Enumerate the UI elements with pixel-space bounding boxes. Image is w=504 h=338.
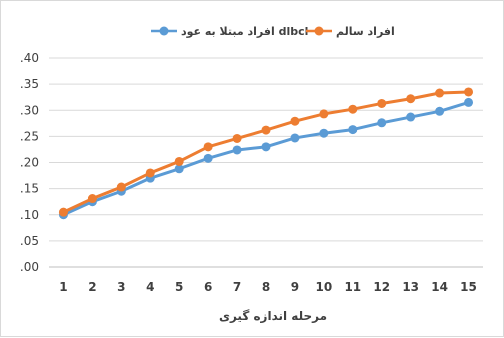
- x-tick-label: 9: [291, 280, 299, 294]
- data-point: [348, 104, 358, 114]
- series-1: [58, 87, 474, 217]
- x-tick-label: 7: [233, 280, 241, 294]
- legend-marker-series-1: [314, 26, 324, 36]
- data-point: [174, 164, 184, 174]
- data-point: [145, 168, 155, 178]
- y-tick-label: .30: [20, 103, 39, 117]
- data-point: [464, 97, 474, 107]
- x-tick-label: 12: [373, 280, 390, 294]
- data-point: [435, 106, 445, 116]
- legend-label-series-1: افراد سالم: [336, 25, 395, 38]
- data-point: [203, 153, 213, 163]
- x-tick-label: 10: [316, 280, 333, 294]
- data-point: [203, 142, 213, 152]
- x-tick-label: 11: [344, 280, 361, 294]
- data-point: [261, 125, 271, 135]
- data-point: [319, 128, 329, 138]
- x-tick-label: 4: [146, 280, 154, 294]
- data-point: [174, 156, 184, 166]
- data-point: [406, 94, 416, 104]
- legend-label-series-0: افراد مبتلا به عود dlbcl: [181, 25, 308, 38]
- data-point: [290, 133, 300, 143]
- series-0: [58, 97, 474, 220]
- y-axis: .00 .05 .10 .15 .20 .25 .30 .35 .40: [20, 51, 39, 274]
- data-point: [290, 116, 300, 126]
- x-tick-label: 6: [204, 280, 212, 294]
- y-tick-label: .25: [20, 129, 39, 143]
- data-point: [232, 133, 242, 143]
- data-point: [377, 98, 387, 108]
- x-axis: 1 2 3 4 5 6 7 8 9 10 11 12 13 14 15: [59, 280, 477, 294]
- y-tick-label: .00: [20, 260, 39, 274]
- y-tick-label: .05: [20, 234, 39, 248]
- y-tick-label: .35: [20, 77, 39, 91]
- data-point: [87, 194, 97, 204]
- data-point: [319, 109, 329, 119]
- data-point: [464, 87, 474, 97]
- x-tick-label: 1: [59, 280, 67, 294]
- x-tick-label: 14: [431, 280, 448, 294]
- data-point: [435, 88, 445, 98]
- data-point: [348, 125, 358, 135]
- y-tick-label: .15: [20, 182, 39, 196]
- data-point: [377, 118, 387, 128]
- data-point: [116, 182, 126, 192]
- x-tick-label: 5: [175, 280, 183, 294]
- y-tick-label: .40: [20, 51, 39, 65]
- x-tick-label: 8: [262, 280, 270, 294]
- x-tick-label: 15: [460, 280, 477, 294]
- y-tick-label: .10: [20, 208, 39, 222]
- data-point: [406, 112, 416, 122]
- data-point: [232, 145, 242, 155]
- legend: افراد مبتلا به عود dlbcl افراد سالم: [151, 25, 395, 38]
- legend-marker-series-0: [159, 26, 169, 36]
- gridlines: [49, 57, 483, 268]
- series-layer: [58, 87, 474, 220]
- data-point: [261, 142, 271, 152]
- x-axis-title: مرحله اندازه گیری: [219, 309, 327, 323]
- data-point: [58, 207, 68, 217]
- x-tick-label: 2: [88, 280, 96, 294]
- x-tick-label: 13: [402, 280, 419, 294]
- x-tick-label: 3: [117, 280, 125, 294]
- y-tick-label: .20: [20, 156, 39, 170]
